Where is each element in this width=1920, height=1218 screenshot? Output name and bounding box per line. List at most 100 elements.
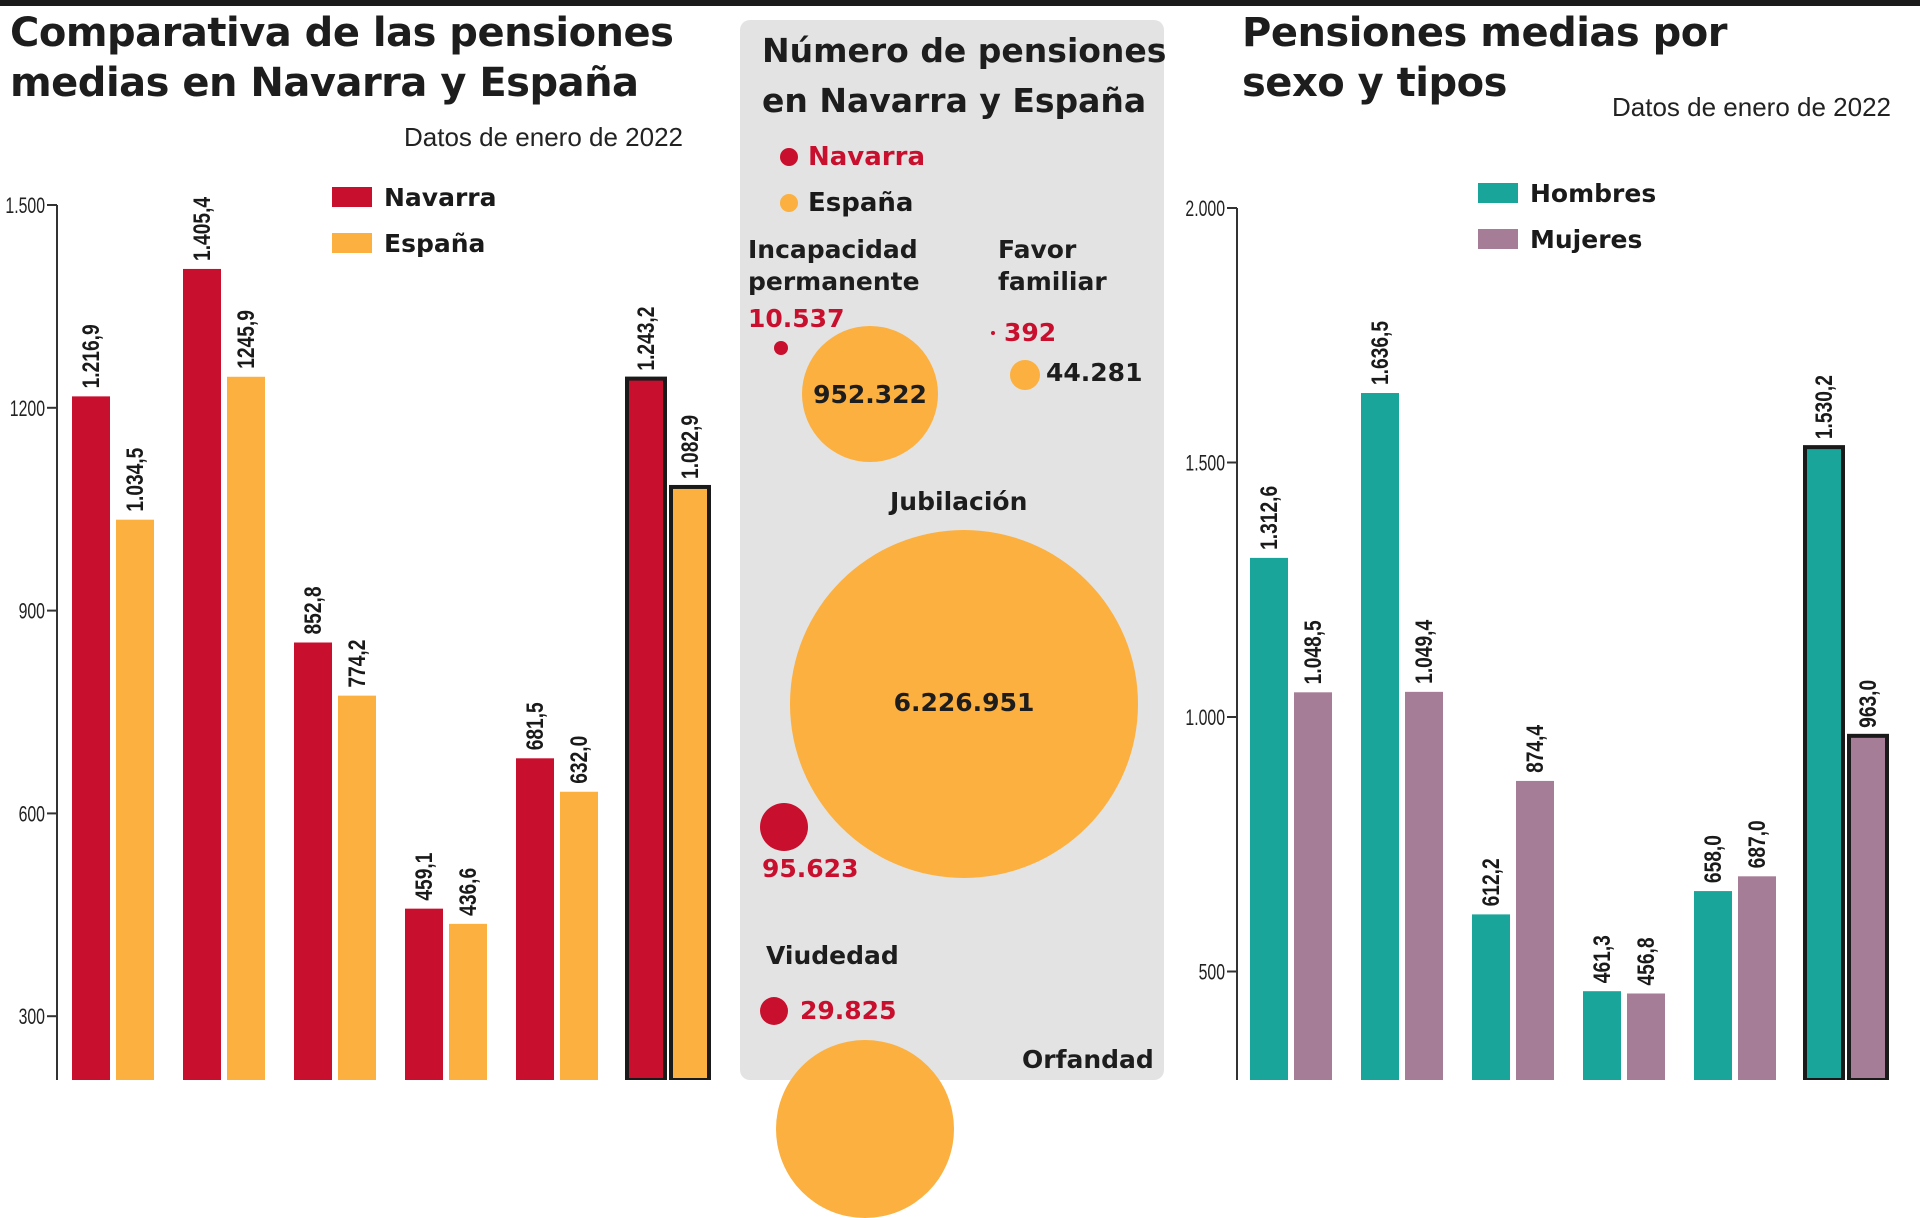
incapacidad-navarra-value: 10.537 [748,304,845,333]
incapacidad-espana-value: 952.322 [813,380,927,409]
legend-item-espana: España [332,220,497,266]
bar-value-label: 1.034,5 [121,448,149,512]
right-bar-chart: 500 1.000 1.500 2.000 1.312,6 1.636,5 612,2 461… [1185,198,1889,1080]
bar-espana-5 [560,791,598,1080]
orfandad-label: Orfandad [1022,1045,1154,1074]
y-tick-label: 600 [19,803,45,827]
center-chart-title: Número de pensiones en Navarra y España [762,26,1166,126]
y-tick-label: 1.500 [1185,452,1225,476]
bar-value-label: 687,0 [1743,820,1771,868]
center-legend-espana: España [780,180,925,226]
bar-value-label: 1.312,6 [1255,486,1283,550]
bar-navarra-3 [294,642,332,1080]
bar-value-label: 1.048,5 [1299,620,1327,684]
bar-value-label: 1.405,4 [188,197,216,261]
bar-mujeres-1 [1294,692,1332,1080]
bar-hombres-6 [1803,445,1845,1080]
bar-espana-4 [449,923,487,1080]
legend-item-navarra: Navarra [332,174,497,220]
bar-espana-6 [669,484,711,1080]
legend-label-espana: España [384,228,486,258]
center-legend-label-espana: España [808,188,914,218]
legend-swatch-espana [332,233,372,253]
right-title-line-2: sexo y tipos [1242,60,1507,106]
y-tick-label: 500 [1199,961,1225,985]
legend-label-mujeres: Mujeres [1530,224,1643,254]
y-tick-label: 1200 [10,397,45,421]
bar-value-label: 658,0 [1699,835,1727,883]
y-tick-label: 2.000 [1185,198,1225,222]
center-legend-navarra: Navarra [780,134,925,180]
bar-navarra-2 [183,268,221,1080]
legend-swatch-mujeres [1478,229,1518,249]
bar-mujeres-6 [1847,733,1889,1080]
jubilacion-espana-value: 6.226.951 [893,688,1035,717]
bar-hombres-5 [1694,891,1732,1080]
viudedad-navarra-value: 29.825 [800,996,897,1025]
right-legend: Hombres Mujeres [1478,170,1656,262]
bar-navarra-1 [72,396,110,1080]
favor-navarra-value: 392 [1004,318,1057,347]
bar-value-label: 461,3 [1588,935,1616,983]
left-chart-title: Comparativa de las pensiones medias en N… [10,8,674,108]
center-title-line-2: en Navarra y España [762,81,1147,120]
bar-mujeres-3 [1516,780,1554,1080]
viudedad-espana-bubble [776,1040,954,1218]
bar-hombres-4 [1583,991,1621,1080]
bar-value-label: 459,1 [410,853,438,901]
left-title-line-1: Comparativa de las pensiones [10,10,674,56]
bar-value-label: 436,6 [454,868,482,916]
legend-dot-espana [780,194,798,212]
bar-hombres-1 [1250,557,1288,1080]
incapacidad-espana-bubble [802,326,938,462]
bar-value-label: 1.636,5 [1366,321,1394,385]
left-bar-chart: 300 600 900 1200 1.500 1.216,9 1.405,4 852,8 459… [5,195,711,1080]
bar-mujeres-5 [1738,876,1776,1080]
favor-label: Favor familiar [998,234,1107,298]
y-tick-label: 900 [19,600,45,624]
bar-navarra-4 [405,908,443,1080]
incapacidad-label: Incapacidad permanente [748,234,920,298]
bar-value-label: 1.243,2 [632,307,660,371]
left-title-line-2: medias en Navarra y España [10,60,639,106]
bar-mujeres-2 [1405,691,1443,1080]
center-title-line-1: Número de pensiones [762,31,1167,70]
top-rule [0,0,1920,6]
bar-value-label: 1.082,9 [676,415,704,479]
legend-item-hombres: Hombres [1478,170,1656,216]
center-legend-label-navarra: Navarra [808,142,925,172]
viudedad-navarra-bubble [760,997,788,1025]
bar-mujeres-4 [1627,993,1665,1080]
bar-espana-1 [116,519,154,1080]
bar-hombres-3 [1472,914,1510,1080]
bar-espana-3 [338,695,376,1080]
bar-navarra-6 [625,376,667,1080]
bar-navarra-5 [516,758,554,1080]
legend-dot-navarra [780,148,798,166]
legend-label-navarra: Navarra [384,182,497,212]
jubilacion-navarra-value: 95.623 [762,854,859,883]
center-legend: Navarra España [780,134,925,226]
legend-swatch-hombres [1478,183,1518,203]
favor-espana-bubble [1010,360,1040,390]
bar-value-label: 1.530,2 [1810,375,1838,439]
legend-item-mujeres: Mujeres [1478,216,1656,262]
y-tick-label: 300 [19,1006,45,1030]
right-chart-subtitle: Datos de enero de 2022 [1612,92,1891,122]
jubilacion-navarra-bubble [760,803,808,851]
bar-value-label: 963,0 [1854,680,1882,728]
favor-label-line-1: Favor [998,235,1077,264]
bar-value-label: 874,4 [1521,725,1549,773]
bar-hombres-2 [1361,393,1399,1080]
favor-navarra-bubble [991,331,995,335]
right-title-line-1: Pensiones medias por [1242,10,1727,56]
y-tick-label: 1.500 [5,195,45,219]
bar-value-label: 1245,9 [232,310,260,369]
legend-label-hombres: Hombres [1530,178,1657,208]
incapacidad-label-line-1: Incapacidad [748,235,918,264]
bar-value-label: 852,8 [299,586,327,634]
bar-value-label: 774,2 [343,640,371,688]
right-chart-title: Pensiones medias por sexo y tipos [1242,8,1727,108]
incapacidad-navarra-bubble [774,341,788,355]
jubilacion-espana-bubble [790,530,1138,878]
